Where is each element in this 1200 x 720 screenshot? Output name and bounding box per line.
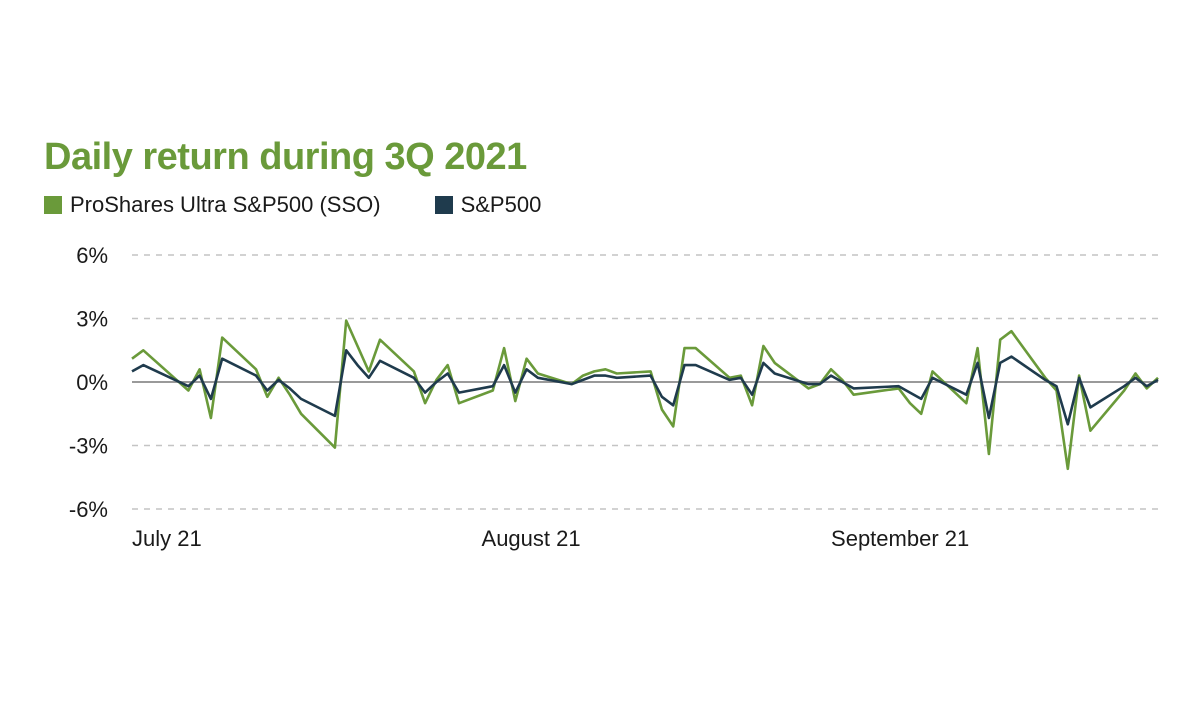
x-axis-ticks: July 21 August 21 September 21 bbox=[132, 526, 969, 551]
series-lines bbox=[131, 319, 1159, 471]
legend-swatch-sp500 bbox=[434, 196, 453, 214]
legend-item-sso: ProShares Ultra S&P500 (SSO) bbox=[44, 192, 381, 218]
series-line-sso bbox=[131, 319, 1159, 471]
x-tick-label: August 21 bbox=[482, 526, 581, 551]
y-tick-label: -3% bbox=[69, 434, 108, 459]
y-tick-label: -6% bbox=[69, 497, 108, 522]
x-tick-label: July 21 bbox=[132, 526, 202, 551]
grid-lines bbox=[132, 254, 1158, 510]
series-line-sp500 bbox=[131, 348, 1159, 426]
y-axis-ticks: 6% 3% 0% -3% -6% bbox=[69, 243, 108, 522]
y-tick-label: 3% bbox=[76, 307, 108, 332]
chart-title: Daily return during 3Q 2021 bbox=[44, 136, 527, 178]
legend-label-sp500: S&P500 bbox=[460, 192, 542, 217]
legend-swatch-sso bbox=[44, 196, 62, 214]
legend-label-sso: ProShares Ultra S&P500 (SSO) bbox=[70, 192, 381, 217]
chart-legend: ProShares Ultra S&P500 (SSO) S&P500 bbox=[44, 192, 595, 218]
x-tick-label: September 21 bbox=[831, 526, 969, 551]
legend-item-sp500: S&P500 bbox=[434, 192, 542, 218]
y-tick-label: 0% bbox=[76, 370, 108, 395]
y-tick-label: 6% bbox=[76, 243, 108, 268]
